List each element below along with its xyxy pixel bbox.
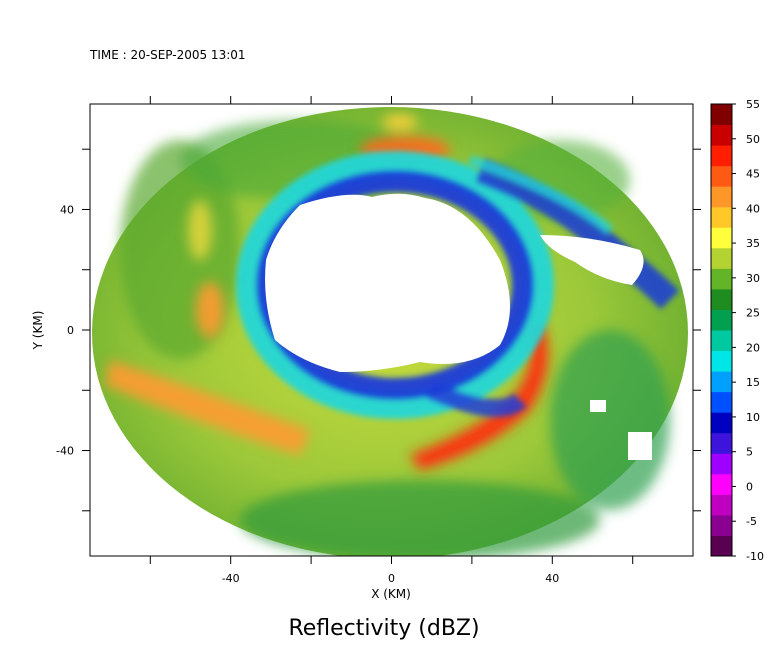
colorbar-segment xyxy=(711,535,732,557)
x-axis-title: X (KM) xyxy=(371,587,411,601)
colorbar-segment xyxy=(711,186,732,208)
reflectivity-cores xyxy=(105,114,548,470)
echo-free-edge xyxy=(628,432,652,460)
eye-region xyxy=(265,193,510,372)
colorbar-segment xyxy=(711,432,732,454)
colorbar-segment xyxy=(711,514,732,536)
colorbar-segment xyxy=(711,247,732,269)
colorbar-segment xyxy=(711,309,732,331)
colorbar-segment xyxy=(711,473,732,495)
colorbar-tick-label: 0 xyxy=(746,480,753,493)
colorbar-tick-label: -5 xyxy=(746,515,757,528)
colorbar-segment xyxy=(711,330,732,352)
colorbar-segment xyxy=(711,206,732,228)
colorbar-segment xyxy=(711,288,732,310)
chart-title: Reflectivity (dBZ) xyxy=(288,616,480,641)
colorbar-tick-label: 15 xyxy=(746,376,760,389)
colorbar-segment xyxy=(711,165,732,187)
time-label: TIME : 20-SEP-2005 13:01 xyxy=(90,48,246,62)
colorbar-tick-label: 30 xyxy=(746,272,760,285)
x-tick-label: -40 xyxy=(222,572,240,585)
colorbar-tick-label: 25 xyxy=(746,307,760,320)
x-tick-label: 40 xyxy=(545,572,559,585)
colorbar-segment xyxy=(711,371,732,393)
radar-field xyxy=(92,107,688,556)
colorbar-segment xyxy=(711,227,732,249)
colorbar-tick-label: 10 xyxy=(746,411,760,424)
colorbar-tick-label: 45 xyxy=(746,168,760,181)
y-axis-title: Y (KM) xyxy=(31,311,45,351)
echo-free-gap xyxy=(590,400,606,412)
colorbar-segment xyxy=(711,453,732,475)
colorbar-segment xyxy=(711,104,732,126)
colorbar xyxy=(710,103,733,557)
eyewall-ring xyxy=(236,151,680,419)
colorbar-tick-label: 40 xyxy=(746,202,760,215)
colorbar-tick-label: -10 xyxy=(746,550,764,563)
colorbar-segment xyxy=(711,494,732,516)
colorbar-tick-label: 5 xyxy=(746,446,753,459)
x-tick-label: 0 xyxy=(388,572,395,585)
axis-ticks: -40 0 40 -40 0 40 xyxy=(56,96,701,585)
colorbar-tick-label: 50 xyxy=(746,133,760,146)
echo-free-patch xyxy=(540,235,644,285)
colorbar-segment xyxy=(711,268,732,290)
colorbar-segment xyxy=(711,350,732,372)
colorbar-segment xyxy=(711,412,732,434)
colorbar-tick-label: 35 xyxy=(746,237,760,250)
y-tick-label: -40 xyxy=(56,445,74,458)
y-tick-label: 0 xyxy=(67,324,74,337)
colorbar-tick-label: 20 xyxy=(746,341,760,354)
colorbar-frame xyxy=(710,103,733,557)
y-tick-label: 40 xyxy=(60,203,74,216)
colorbar-tick-label: 55 xyxy=(746,98,760,111)
colorbar-segment xyxy=(711,391,732,413)
colorbar-segment xyxy=(711,145,732,167)
colorbar-segment xyxy=(711,124,732,146)
